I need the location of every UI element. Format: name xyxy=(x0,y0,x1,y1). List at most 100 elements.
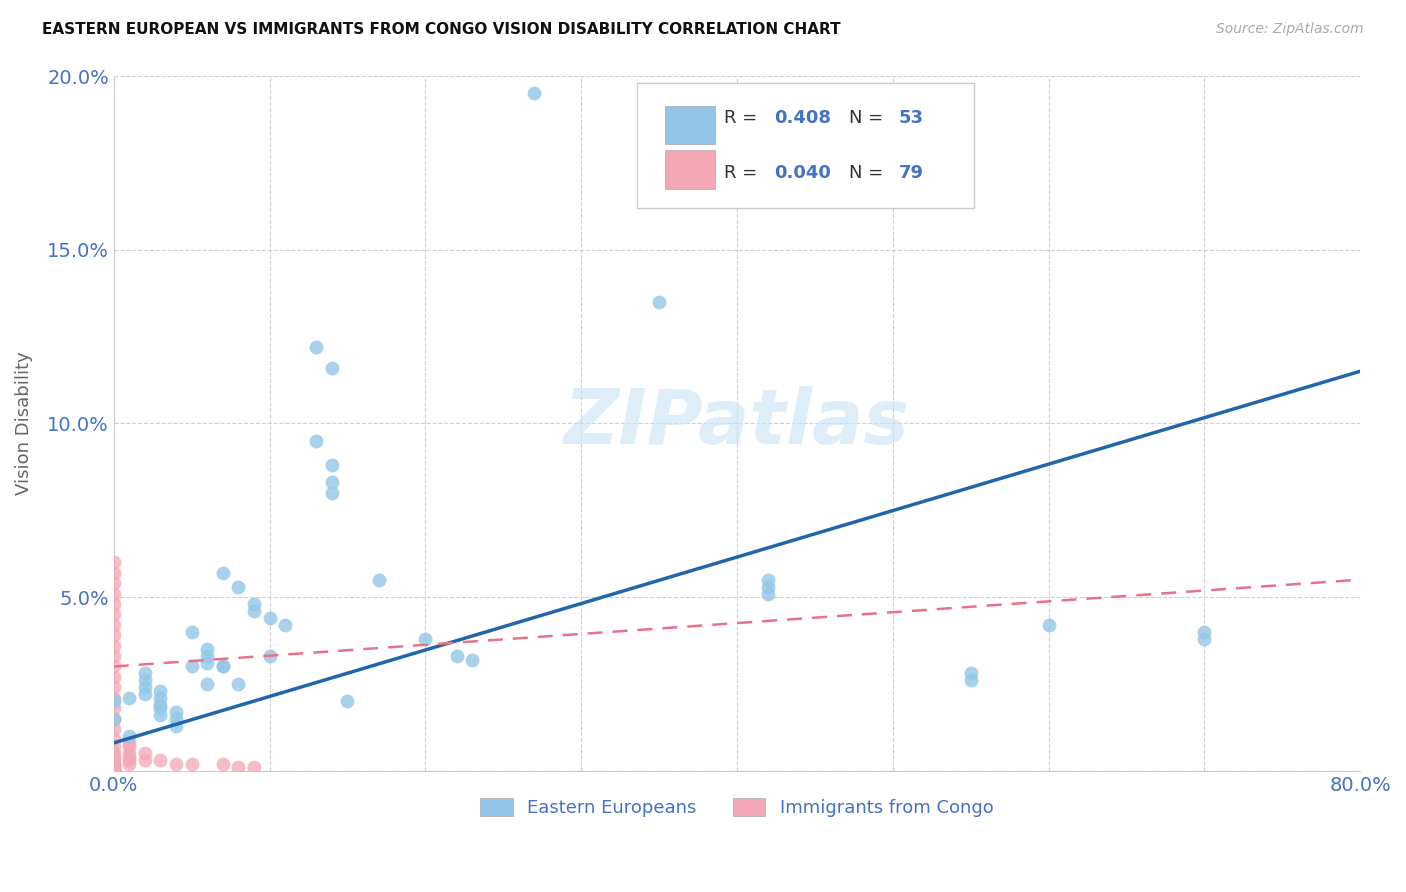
Point xyxy=(103,764,125,778)
Point xyxy=(195,649,218,664)
Point xyxy=(228,760,250,774)
Point xyxy=(103,701,125,715)
Point xyxy=(103,764,125,778)
Point xyxy=(103,764,125,778)
Point xyxy=(103,649,125,664)
Point xyxy=(118,749,141,764)
Point xyxy=(103,764,125,778)
Point xyxy=(103,764,125,778)
Point xyxy=(165,756,187,771)
Point xyxy=(336,694,359,708)
Point xyxy=(103,764,125,778)
FancyBboxPatch shape xyxy=(665,106,714,145)
Point xyxy=(103,764,125,778)
Point xyxy=(103,555,125,569)
Point xyxy=(103,764,125,778)
Point xyxy=(118,736,141,750)
Point xyxy=(103,760,125,774)
Point xyxy=(103,764,125,778)
Point xyxy=(103,764,125,778)
Point xyxy=(367,573,389,587)
Point xyxy=(103,597,125,611)
Point xyxy=(103,764,125,778)
Point xyxy=(103,764,125,778)
Point xyxy=(103,764,125,778)
Point xyxy=(180,624,202,639)
Point xyxy=(103,764,125,778)
Point xyxy=(103,764,125,778)
Point xyxy=(103,586,125,600)
Point xyxy=(103,756,125,771)
Point xyxy=(165,718,187,732)
Point xyxy=(103,764,125,778)
Point xyxy=(149,701,172,715)
Point xyxy=(195,642,218,657)
Point xyxy=(274,617,297,632)
Point xyxy=(103,617,125,632)
Point xyxy=(103,712,125,726)
Point xyxy=(103,760,125,774)
Point xyxy=(103,694,125,708)
Point xyxy=(103,764,125,778)
Point xyxy=(103,764,125,778)
Point xyxy=(103,628,125,642)
Point xyxy=(149,708,172,723)
Point xyxy=(103,756,125,771)
Point xyxy=(118,739,141,754)
Point xyxy=(756,573,779,587)
Point xyxy=(103,764,125,778)
Point xyxy=(648,294,671,309)
Point xyxy=(103,681,125,695)
Point xyxy=(118,756,141,771)
Point xyxy=(165,705,187,719)
Point xyxy=(415,632,437,646)
Text: 0.408: 0.408 xyxy=(775,109,831,127)
Text: 79: 79 xyxy=(898,164,924,182)
Point xyxy=(118,729,141,743)
Point xyxy=(756,586,779,600)
Point xyxy=(134,681,156,695)
Point xyxy=(103,764,125,778)
Point xyxy=(103,764,125,778)
Point xyxy=(446,649,468,664)
Point xyxy=(165,712,187,726)
Point xyxy=(103,764,125,778)
Point xyxy=(134,673,156,688)
Y-axis label: Vision Disability: Vision Disability xyxy=(15,351,32,495)
Point xyxy=(103,753,125,767)
Point xyxy=(103,764,125,778)
Point xyxy=(134,753,156,767)
Point xyxy=(103,739,125,754)
Point xyxy=(1194,632,1216,646)
Point xyxy=(243,760,266,774)
Point xyxy=(103,764,125,778)
FancyBboxPatch shape xyxy=(665,151,714,188)
Point xyxy=(211,566,233,580)
Point xyxy=(103,639,125,653)
Text: R =: R = xyxy=(724,109,763,127)
FancyBboxPatch shape xyxy=(637,83,974,208)
Point xyxy=(149,683,172,698)
Point xyxy=(103,760,125,774)
Point xyxy=(103,764,125,778)
Point xyxy=(149,690,172,705)
Text: Source: ZipAtlas.com: Source: ZipAtlas.com xyxy=(1216,22,1364,37)
Point xyxy=(259,611,281,625)
Point xyxy=(103,607,125,622)
Point xyxy=(211,659,233,673)
Point xyxy=(103,747,125,761)
Point xyxy=(103,764,125,778)
Point xyxy=(321,485,343,500)
Point xyxy=(461,652,484,666)
Point xyxy=(180,756,202,771)
Point xyxy=(228,677,250,691)
Point xyxy=(321,360,343,375)
Point xyxy=(103,690,125,705)
Point xyxy=(103,576,125,591)
Point xyxy=(321,458,343,472)
Point xyxy=(756,580,779,594)
Text: N =: N = xyxy=(849,109,889,127)
Point xyxy=(103,764,125,778)
Point xyxy=(103,764,125,778)
Point xyxy=(195,677,218,691)
